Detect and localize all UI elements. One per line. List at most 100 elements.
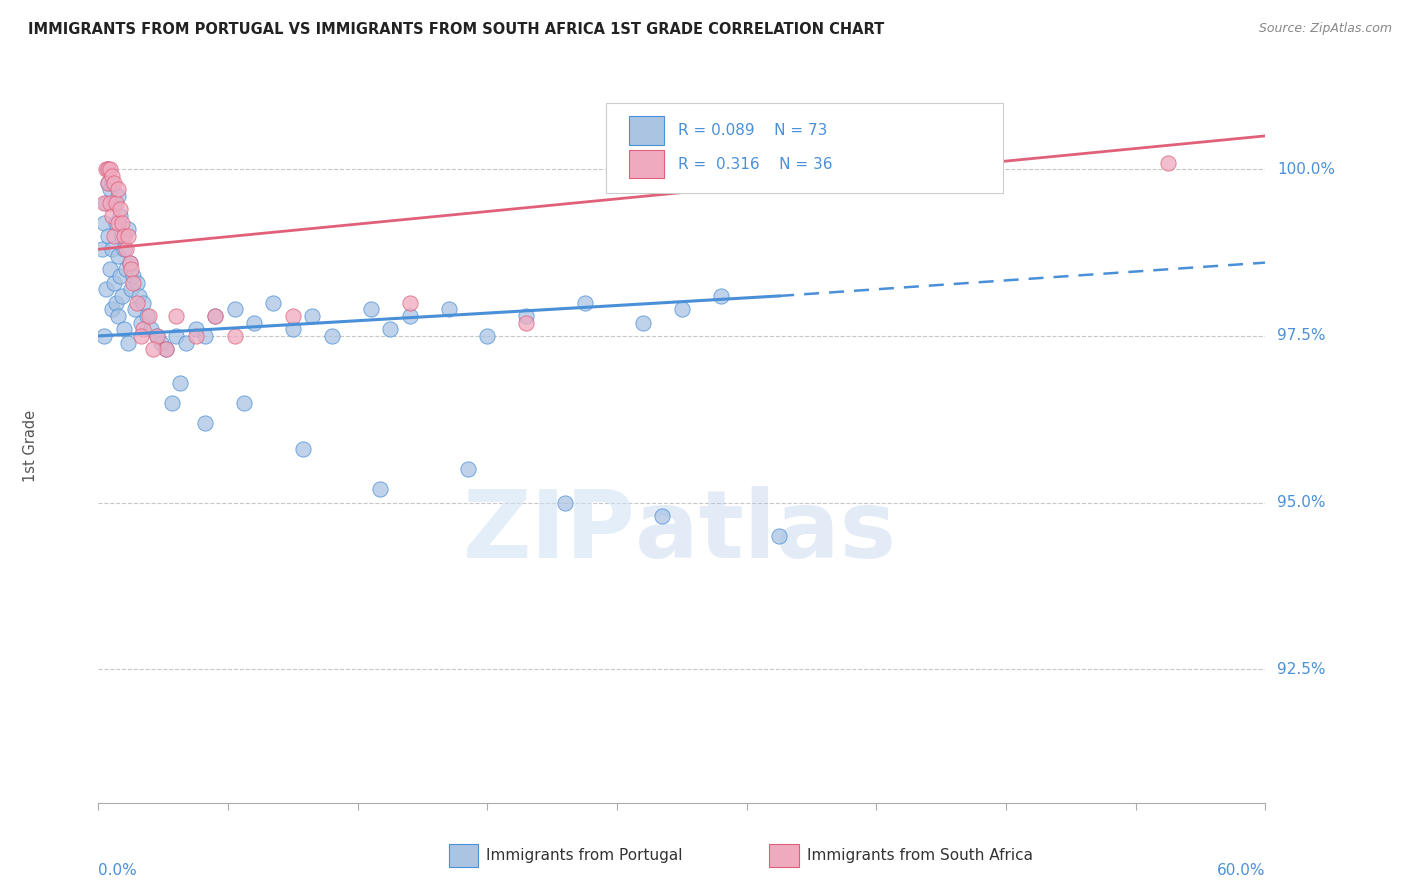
Point [631, 316, 654, 330]
Point [118, 255, 141, 269]
Point [184, 329, 207, 343]
Point [121, 282, 143, 296]
Point [122, 268, 145, 283]
Point [243, 316, 266, 330]
Point [97, 162, 120, 177]
Point [117, 335, 139, 350]
Point [129, 329, 152, 343]
Point [93, 195, 115, 210]
Point [98, 182, 121, 196]
Point [1157, 155, 1180, 169]
Point [104, 295, 127, 310]
Point [174, 335, 197, 350]
Text: Source: ZipAtlas.com: Source: ZipAtlas.com [1258, 22, 1392, 36]
Point [98, 195, 121, 210]
Point [112, 228, 135, 243]
Point [281, 322, 304, 336]
Point [96, 195, 118, 210]
Point [651, 509, 673, 524]
Point [121, 262, 143, 277]
Point [112, 242, 135, 256]
Text: R =  0.316    N = 36: R = 0.316 N = 36 [679, 157, 832, 171]
Text: Immigrants from Portugal: Immigrants from Portugal [486, 848, 682, 863]
Point [98, 262, 121, 277]
Bar [630, 150, 665, 178]
Point [224, 302, 246, 317]
Point [107, 249, 129, 263]
Point [262, 295, 284, 310]
Point [103, 195, 125, 210]
Point [165, 329, 187, 343]
Point [117, 222, 139, 236]
Text: 100.0%: 100.0% [1277, 161, 1336, 177]
Point [224, 329, 246, 343]
Point [107, 182, 129, 196]
Point [91, 242, 114, 256]
Point [111, 289, 134, 303]
Point [155, 343, 177, 357]
FancyBboxPatch shape [606, 103, 1002, 193]
Point [114, 242, 136, 256]
Point [127, 295, 149, 310]
Point [477, 329, 499, 343]
Point [132, 295, 155, 310]
Point [112, 322, 135, 336]
Point [107, 309, 129, 323]
Point [97, 228, 120, 243]
Point [398, 295, 420, 310]
Point [139, 322, 162, 336]
Point [457, 462, 479, 476]
Text: Immigrants from South Africa: Immigrants from South Africa [807, 848, 1033, 863]
Point [124, 302, 146, 317]
Point [93, 216, 115, 230]
Point [108, 268, 131, 283]
Point [204, 309, 226, 323]
Point [103, 176, 125, 190]
Point [104, 216, 127, 230]
Point [194, 416, 217, 430]
Point [108, 202, 131, 217]
Bar [449, 844, 478, 867]
Point [515, 309, 537, 323]
Point [370, 483, 392, 497]
Text: atlas: atlas [636, 485, 896, 578]
Text: 1st Grade: 1st Grade [22, 410, 38, 482]
Point [101, 302, 124, 317]
Point [437, 302, 460, 317]
Text: IMMIGRANTS FROM PORTUGAL VS IMMIGRANTS FROM SOUTH AFRICA 1ST GRADE CORRELATION C: IMMIGRANTS FROM PORTUGAL VS IMMIGRANTS F… [28, 22, 884, 37]
Point [97, 176, 120, 190]
Point [117, 228, 139, 243]
Point [97, 176, 120, 190]
Point [162, 395, 184, 409]
Point [291, 442, 314, 457]
Point [142, 343, 165, 357]
Point [378, 322, 402, 336]
Point [111, 228, 134, 243]
Point [146, 329, 169, 343]
Point [710, 289, 733, 303]
Point [398, 309, 420, 323]
Point [138, 309, 160, 323]
Point [114, 262, 136, 277]
Text: 92.5%: 92.5% [1277, 662, 1326, 677]
Bar [630, 116, 665, 145]
Point [128, 289, 150, 303]
Point [321, 329, 343, 343]
Point [155, 343, 177, 357]
Text: 97.5%: 97.5% [1277, 328, 1326, 343]
Point [96, 162, 118, 177]
Point [554, 496, 576, 510]
Bar [769, 844, 799, 867]
Text: R = 0.089    N = 73: R = 0.089 N = 73 [679, 123, 828, 138]
Point [574, 295, 596, 310]
Point [93, 329, 115, 343]
Point [146, 329, 169, 343]
Point [107, 189, 129, 203]
Point [103, 228, 125, 243]
Point [96, 282, 118, 296]
Point [515, 316, 537, 330]
Point [149, 335, 172, 350]
Point [101, 169, 124, 183]
Point [129, 316, 152, 330]
Text: 0.0%: 0.0% [98, 863, 138, 878]
